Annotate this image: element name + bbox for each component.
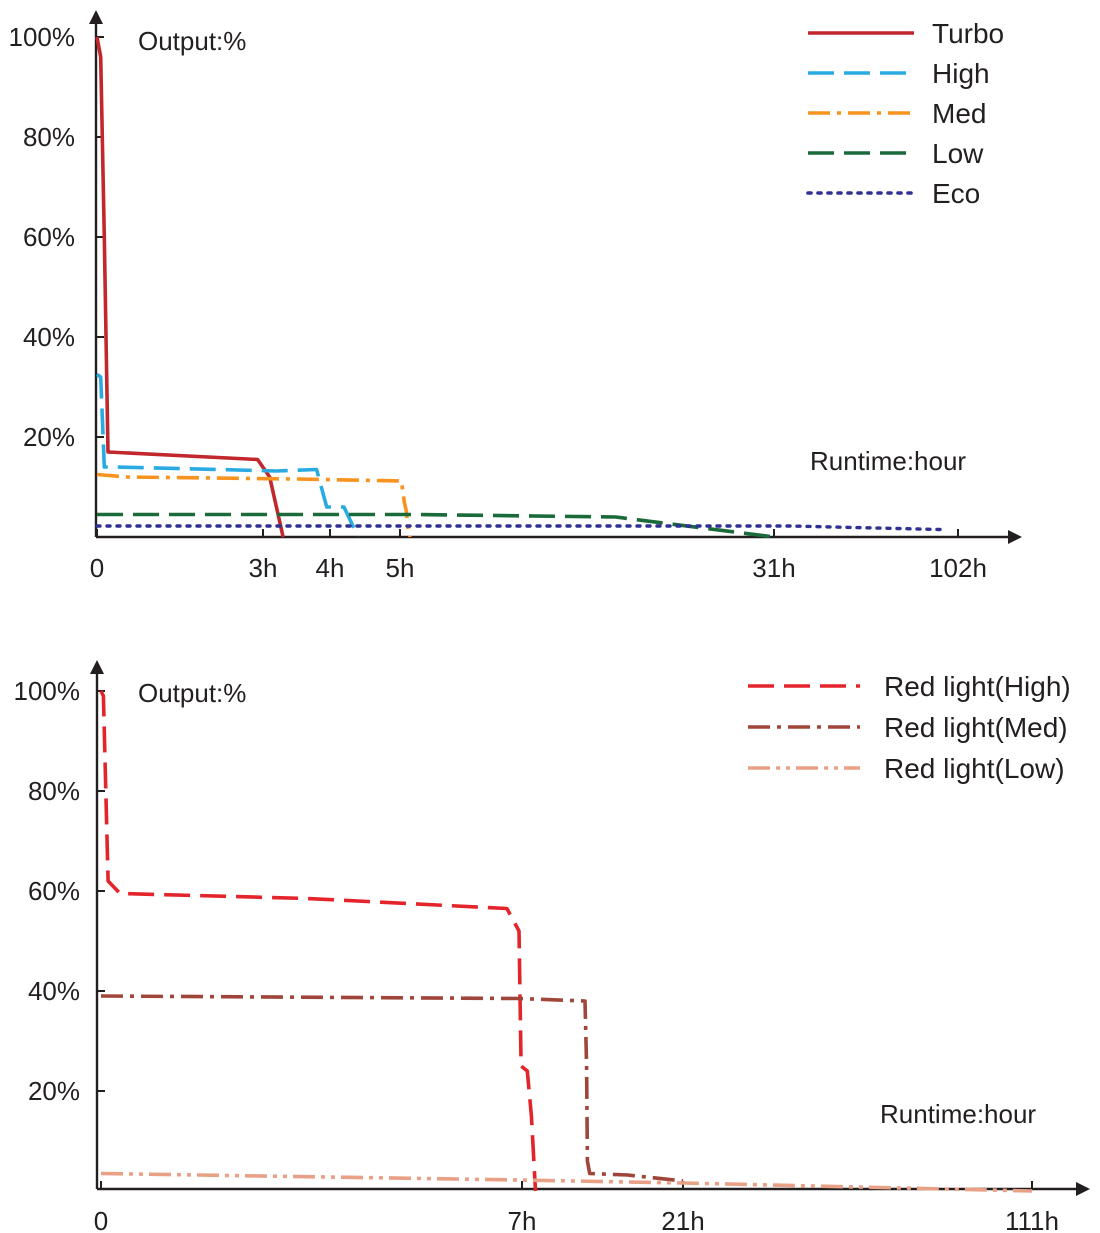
- y-axis-arrow: [90, 660, 104, 674]
- chart-2: 100% 80% 60% 40% 20% 0 7h 21h 111h Output:% Runtim…: [14, 660, 1090, 1233]
- legend-label: Eco: [932, 178, 980, 209]
- y-tick-label: 80%: [28, 776, 80, 806]
- y-axis-label: Output:%: [138, 26, 246, 56]
- x-tick-label: 0: [94, 1206, 108, 1233]
- y-tick-label: 100%: [9, 22, 76, 52]
- series-line-turbo: [95, 36, 285, 538]
- series-line-low: [97, 512, 775, 539]
- x-tick-label: 3h: [249, 553, 278, 583]
- legend-label: High: [932, 58, 990, 89]
- x-axis-label: Runtime:hour: [810, 446, 966, 476]
- series-line-high: [95, 373, 360, 538]
- series-line-red-light-med: [100, 994, 684, 1183]
- y-axis-arrow: [89, 10, 103, 24]
- x-tick-label: 21h: [661, 1206, 704, 1233]
- series-line-med: [96, 472, 412, 538]
- y-tick-label: 60%: [28, 876, 80, 906]
- legend-label: Med: [932, 98, 986, 129]
- series-line-eco: [95, 524, 942, 532]
- legend-label: Red light(Med): [884, 712, 1068, 743]
- x-tick-label: 7h: [508, 1206, 537, 1233]
- y-tick-label: 20%: [23, 422, 75, 452]
- x-tick-label: 111h: [1005, 1206, 1059, 1233]
- legend-label: Turbo: [932, 18, 1004, 49]
- legend-label: Red light(Low): [884, 753, 1065, 784]
- y-tick-label: 60%: [23, 222, 75, 252]
- x-axis-label: Runtime:hour: [880, 1099, 1036, 1129]
- legend-label: Red light(High): [884, 671, 1071, 702]
- y-tick-label: 40%: [28, 976, 80, 1006]
- x-tick-label: 102h: [929, 553, 987, 583]
- y-tick-label: 20%: [28, 1076, 80, 1106]
- series-line-red-light-high: [99, 690, 538, 1192]
- legend-label: Low: [932, 138, 984, 169]
- y-tick-label: 80%: [23, 122, 75, 152]
- x-tick-label: 31h: [752, 553, 795, 583]
- x-tick-label: 0: [90, 553, 104, 583]
- y-tick-label: 40%: [23, 322, 75, 352]
- x-axis-arrow: [1008, 530, 1022, 544]
- y-tick-label: 100%: [14, 676, 81, 706]
- x-axis-arrow: [1076, 1182, 1090, 1196]
- chart-1: 100% 80% 60% 40% 20% 0 3h 4h 5h 31h 102h Output:% Ru…: [9, 10, 1022, 583]
- x-tick-label: 5h: [386, 553, 415, 583]
- series-line-red-light-low: [100, 1171, 1033, 1193]
- y-axis-label: Output:%: [138, 678, 246, 708]
- x-tick-label: 4h: [316, 553, 345, 583]
